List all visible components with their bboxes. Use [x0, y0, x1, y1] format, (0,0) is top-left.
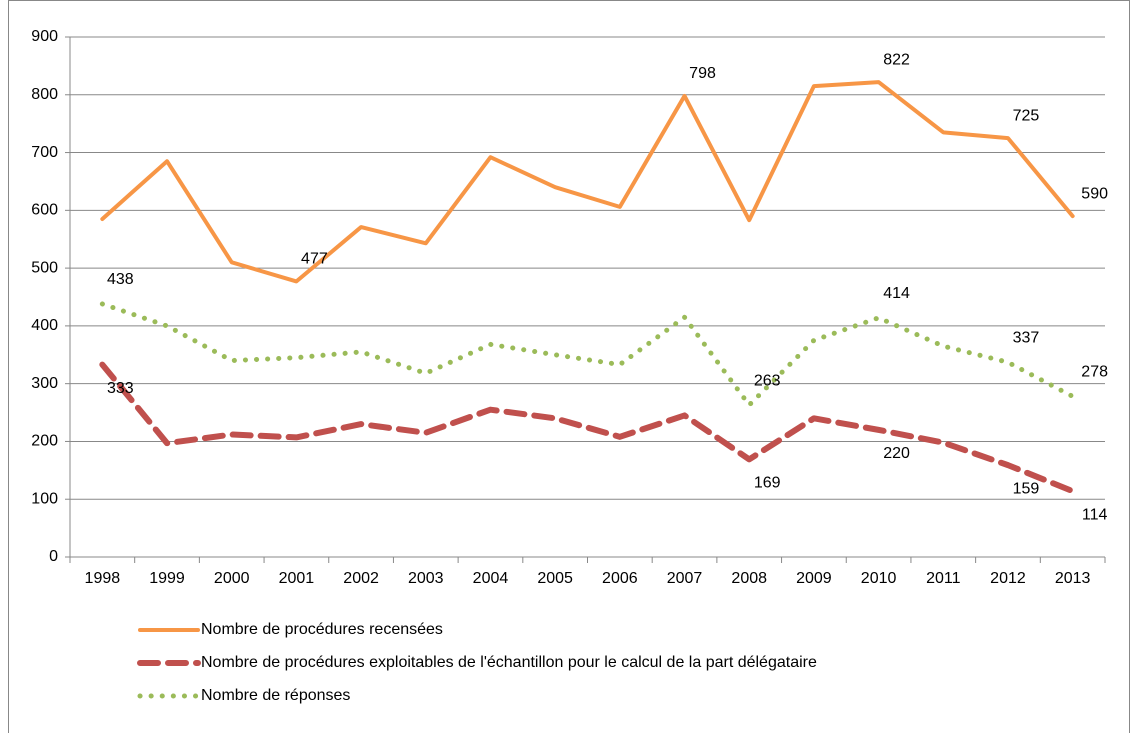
data-label: 169: [754, 475, 781, 492]
chart-frame: [8, 0, 1130, 738]
data-label: 477: [301, 251, 328, 268]
y-tick-label: 600: [31, 202, 58, 219]
data-label: 333: [107, 380, 134, 397]
data-label: 220: [883, 445, 910, 462]
data-label: 822: [883, 51, 910, 68]
x-tick-label: 2012: [990, 570, 1026, 587]
data-label: 337: [1013, 330, 1040, 347]
x-tick-label: 2006: [602, 570, 638, 587]
x-tick-label: 2004: [473, 570, 509, 587]
y-tick-label: 700: [31, 144, 58, 161]
data-label: 438: [107, 271, 134, 288]
y-tick-label: 200: [31, 433, 58, 450]
x-tick-label: 2001: [279, 570, 315, 587]
x-tick-label: 2003: [408, 570, 444, 587]
data-label: 590: [1081, 185, 1108, 202]
x-tick-label: 1999: [149, 570, 185, 587]
data-label: 278: [1081, 364, 1108, 381]
data-label: 159: [1013, 480, 1040, 497]
x-tick-label: 2008: [731, 570, 767, 587]
data-label: 414: [883, 285, 910, 302]
legend-label: Nombre de procédures exploitables de l'é…: [201, 654, 817, 671]
legend-label: Nombre de procédures recensées: [201, 621, 443, 638]
series-line: [100, 80, 1075, 284]
data-label: 725: [1013, 107, 1040, 124]
y-tick-label: 500: [31, 259, 58, 276]
x-tick-label: 1998: [85, 570, 121, 587]
x-tick-label: 2013: [1055, 570, 1091, 587]
x-tick-label: 2007: [667, 570, 703, 587]
x-tick-label: 2010: [861, 570, 897, 587]
data-label: 798: [689, 65, 716, 82]
y-tick-label: 100: [31, 490, 58, 507]
y-tick-label: 0: [49, 548, 58, 565]
series-line: [99, 301, 1076, 408]
x-tick-label: 2005: [537, 570, 573, 587]
data-label: 263: [754, 372, 781, 389]
y-tick-label: 300: [31, 375, 58, 392]
x-tick-label: 2011: [926, 570, 961, 587]
y-tick-label: 900: [31, 28, 58, 45]
x-tick-label: 2002: [343, 570, 379, 587]
series-line: [99, 361, 1076, 495]
legend-label: Nombre de réponses: [201, 687, 350, 704]
data-label: 114: [1082, 506, 1108, 523]
x-tick-label: 2009: [796, 570, 832, 587]
y-tick-label: 800: [31, 86, 58, 103]
y-tick-label: 400: [31, 317, 58, 334]
x-tick-label: 2000: [214, 570, 250, 587]
